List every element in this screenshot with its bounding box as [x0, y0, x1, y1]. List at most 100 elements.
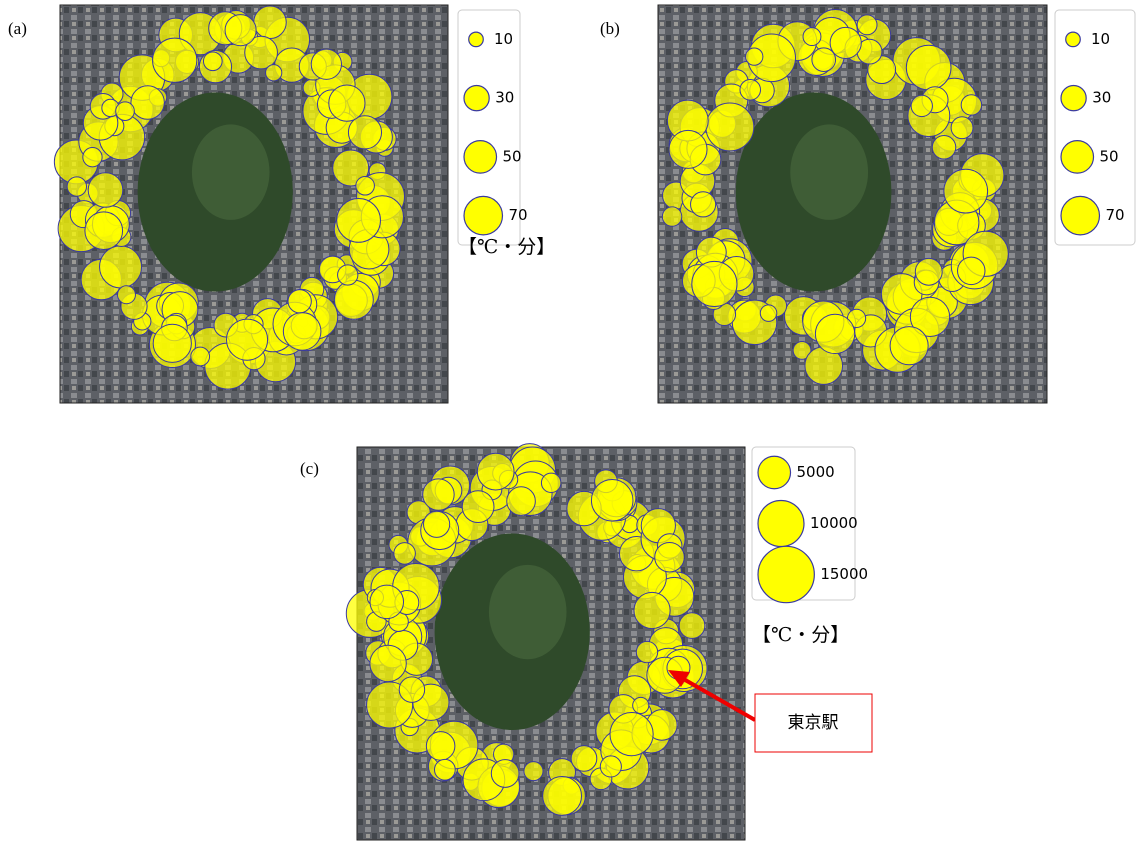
bubble	[311, 49, 341, 79]
bubble	[543, 776, 582, 815]
bubble	[370, 645, 406, 681]
unit-label: 【℃・分】	[752, 624, 849, 646]
legend-marker	[758, 501, 804, 547]
legend-label: 5000	[797, 463, 835, 481]
legend-marker	[1061, 141, 1094, 174]
callout-text: 東京駅	[788, 713, 839, 733]
legend-label: 50	[503, 147, 522, 165]
bubble	[399, 677, 424, 702]
bubble	[830, 27, 861, 58]
bubble	[116, 102, 135, 121]
bubble	[662, 207, 681, 226]
bubble	[334, 280, 373, 319]
bubble	[740, 80, 761, 101]
bubble	[254, 6, 287, 39]
bubble	[85, 212, 123, 250]
unit-label: 【℃・分】	[458, 236, 555, 258]
panel-label: (a)	[8, 19, 27, 38]
bubble	[462, 491, 494, 523]
bubble	[337, 199, 381, 243]
bubble	[951, 117, 973, 139]
panel-label: (c)	[300, 459, 319, 478]
palace-inner	[192, 124, 270, 220]
bubble	[477, 453, 514, 490]
bubble	[571, 746, 597, 772]
bubble	[634, 592, 670, 628]
legend-label: 70	[1105, 206, 1124, 224]
bubble	[600, 756, 621, 777]
bubble	[857, 15, 877, 35]
bubble	[961, 95, 981, 115]
bubble	[283, 313, 321, 351]
bubble	[541, 473, 560, 492]
bubble	[88, 173, 123, 208]
bubble	[610, 713, 653, 756]
legend-marker	[464, 141, 497, 174]
bubble	[424, 511, 450, 537]
bubble	[356, 176, 375, 195]
page: {"panels":[{"label":"(a)","legend":[10,3…	[0, 0, 1140, 845]
bubble	[679, 613, 705, 639]
legend-label: 30	[1092, 89, 1111, 107]
legend-label: 50	[1100, 147, 1119, 165]
legend-marker	[1061, 86, 1086, 111]
bubble	[524, 762, 543, 781]
legend-label: 10	[1091, 30, 1110, 48]
legend-label: 10000	[810, 514, 858, 532]
map	[54, 5, 448, 403]
bubble	[932, 136, 955, 159]
bubble	[67, 177, 86, 196]
legend-marker	[1066, 32, 1081, 47]
bubble	[915, 258, 942, 285]
bubble	[100, 246, 142, 288]
map	[346, 444, 745, 840]
bubble	[591, 480, 633, 522]
bubble	[338, 265, 358, 285]
bubble	[226, 319, 267, 360]
bubble	[958, 257, 985, 284]
legend-label: 30	[495, 89, 514, 107]
legend-marker	[1061, 196, 1099, 234]
legend-marker	[758, 456, 791, 489]
bubble	[706, 103, 754, 151]
bubble	[890, 327, 928, 365]
bubble	[225, 15, 256, 46]
bubble	[655, 542, 685, 572]
legend-marker	[464, 86, 489, 111]
legend-marker	[469, 32, 484, 47]
bubble	[191, 347, 210, 366]
panel-label: (b)	[600, 19, 620, 38]
bubble	[815, 314, 854, 353]
bubble	[491, 760, 519, 788]
map	[658, 5, 1047, 403]
legend-marker	[758, 546, 814, 602]
bubble	[746, 48, 763, 65]
bubble	[83, 148, 102, 167]
bubble	[329, 85, 365, 121]
bubble	[370, 585, 404, 619]
bubble	[636, 641, 657, 662]
bubble	[669, 130, 707, 168]
legend-label: 70	[508, 206, 527, 224]
bubble	[507, 487, 536, 516]
bubble	[288, 290, 311, 313]
bubble	[803, 28, 821, 46]
bubble	[348, 116, 381, 149]
bubble	[760, 305, 777, 322]
bubble	[131, 86, 164, 119]
legend-marker	[464, 196, 502, 234]
bubble	[944, 169, 988, 213]
bubble	[426, 732, 455, 761]
legend-label: 10	[494, 30, 513, 48]
bubble	[692, 261, 737, 306]
bubble	[153, 38, 197, 82]
bubble	[394, 543, 416, 565]
bubble	[266, 65, 282, 81]
bubble	[633, 697, 649, 713]
bubble	[153, 324, 191, 362]
palace-inner	[489, 565, 567, 659]
bubble	[812, 48, 836, 72]
bubble	[911, 95, 932, 116]
bubble	[434, 759, 455, 780]
palace-inner	[790, 124, 868, 220]
